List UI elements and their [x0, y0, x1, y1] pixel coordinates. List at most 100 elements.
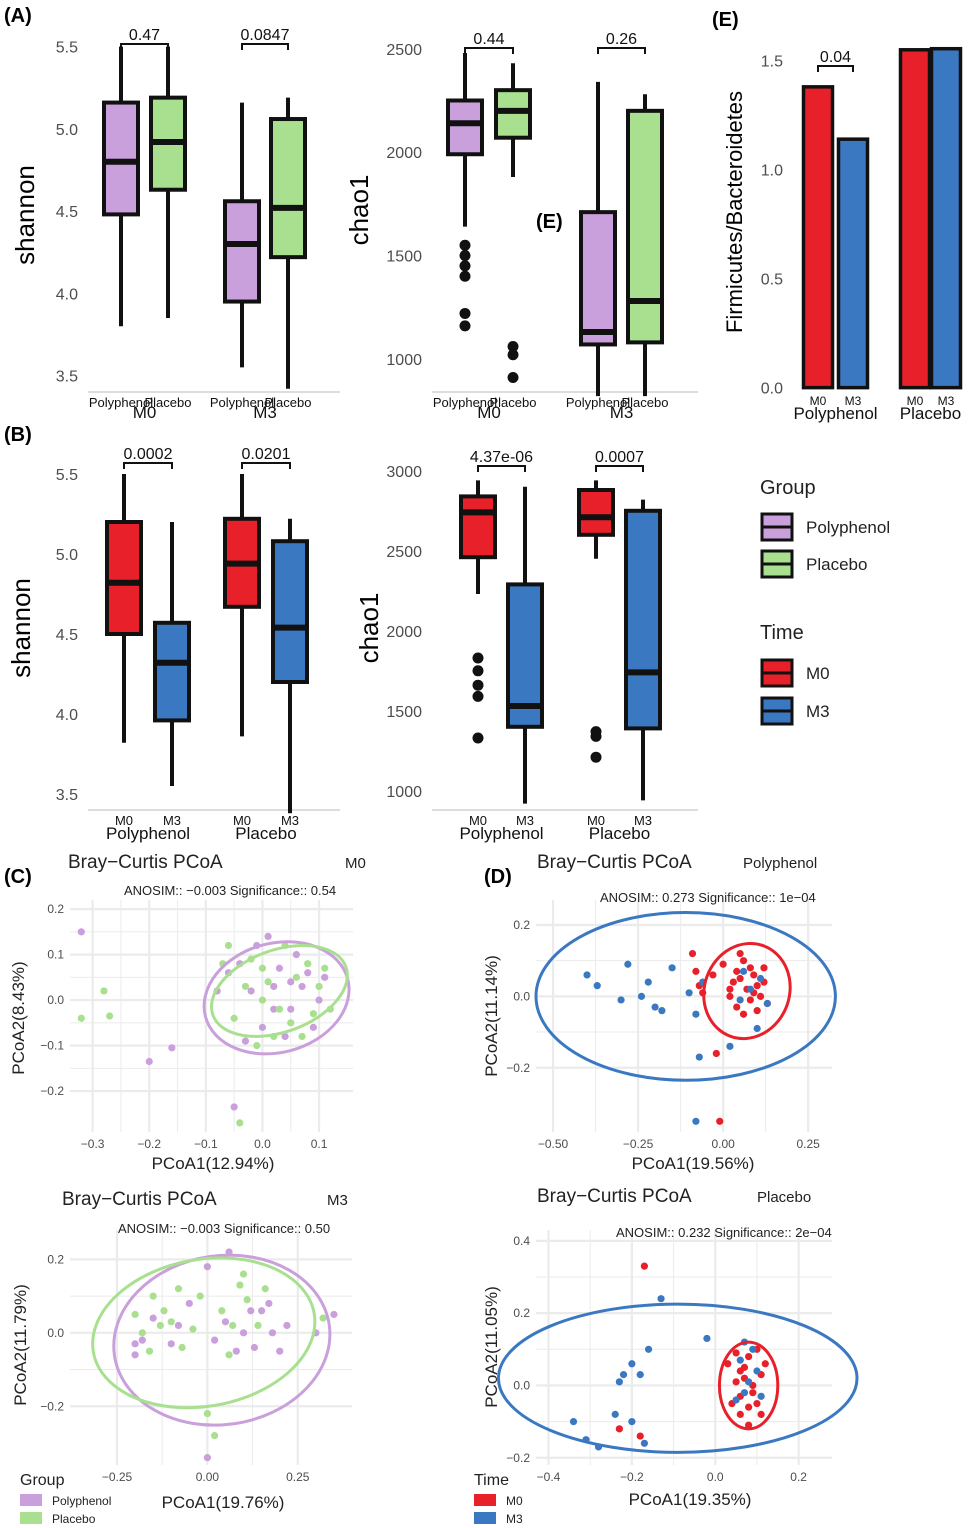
x-group-label: M0 — [477, 403, 501, 422]
data-point — [270, 1005, 278, 1013]
data-point — [745, 1378, 753, 1386]
x-category-label: M0 — [233, 813, 251, 828]
box-m3-placebo — [626, 94, 664, 397]
data-point — [733, 967, 741, 975]
data-point — [757, 1410, 765, 1418]
y-tick-label: 0.2 — [47, 902, 64, 916]
data-point — [138, 1336, 146, 1344]
data-point — [753, 1367, 761, 1375]
data-point — [211, 1432, 219, 1440]
outlier-point — [459, 307, 471, 319]
x-group-label: M3 — [610, 403, 634, 422]
data-point — [106, 1012, 114, 1020]
series-m3 — [583, 960, 771, 1125]
data-point — [736, 1410, 744, 1418]
chart-c-m3: −0.25 0.00 0.25 −0.2 0.0 0.2 Bray−Curtis PCoA M… — [11, 1189, 352, 1512]
box-body — [153, 620, 191, 723]
plot-subset: Placebo — [757, 1189, 811, 1206]
data-point — [692, 1010, 700, 1018]
data-point — [232, 1347, 240, 1355]
data-point — [732, 1349, 740, 1357]
data-point — [753, 982, 761, 990]
data-point — [668, 964, 676, 972]
data-point — [241, 1037, 250, 1045]
y-tick-label: 2000 — [386, 624, 422, 641]
series-placebo — [131, 1270, 327, 1440]
data-point — [145, 1057, 153, 1066]
p-value-label: 0.0201 — [242, 446, 291, 463]
data-point — [131, 1340, 139, 1348]
y-tick-label: 5.0 — [56, 547, 78, 564]
x-group-label: M0 — [133, 403, 157, 422]
y-tick-label: −0.2 — [40, 1399, 64, 1413]
data-point — [712, 1049, 720, 1058]
y-tick-label: 0.2 — [47, 1252, 64, 1266]
plot-title: Bray−Curtis PCoA — [537, 852, 692, 873]
outlier-point — [459, 270, 471, 282]
y-tick-label: 4.0 — [56, 707, 78, 724]
legend-polyphenol-label: Polyphenol — [806, 518, 890, 537]
x-category-label: Placebo — [265, 395, 312, 410]
data-point — [247, 987, 255, 995]
data-point — [757, 1392, 765, 1400]
box-body — [624, 508, 662, 731]
data-point — [688, 949, 697, 958]
data-point — [703, 1334, 711, 1343]
y-tick-label: 0.4 — [513, 1234, 530, 1248]
y-tick-label: 1.5 — [761, 54, 783, 71]
y-axis-label: chao1 — [354, 593, 384, 664]
data-point — [736, 996, 744, 1004]
data-point — [265, 1299, 273, 1308]
p-value-label: 0.44 — [473, 31, 504, 48]
data-point — [247, 1307, 255, 1315]
grid — [70, 900, 353, 1132]
y-tick-label: 1000 — [386, 352, 422, 369]
x-tick-label: 0.25 — [797, 1137, 821, 1151]
data-point — [309, 1023, 317, 1031]
p-value-label: 0.0007 — [595, 449, 644, 466]
x-group-label: Polyphenol — [793, 404, 877, 423]
data-point — [330, 1310, 338, 1319]
anosim-stat: ANOSIM:: 0.232 Significance:: 2e−04 — [616, 1225, 832, 1240]
x-tick-label: 0.00 — [711, 1137, 735, 1151]
outlier-point — [472, 690, 484, 702]
data-point — [692, 967, 700, 975]
box-polyphenol-m0 — [105, 474, 143, 743]
box-placebo-m3 — [271, 518, 309, 814]
data-point — [287, 978, 295, 986]
y-tick-label: 0.0 — [761, 381, 783, 398]
data-point — [644, 978, 652, 986]
data-point — [270, 982, 278, 991]
data-point — [241, 982, 250, 991]
y-tick-label: 4.0 — [56, 286, 78, 303]
data-point — [224, 941, 233, 950]
y-axis-label: PCoA2(8.43%) — [9, 961, 28, 1074]
box-body — [577, 488, 615, 537]
bar-placebo-m0 — [898, 48, 932, 390]
data-point — [636, 1371, 644, 1379]
x-category-label: Polyphenol — [89, 395, 153, 410]
x-tick-label: −0.25 — [623, 1137, 654, 1151]
data-point — [615, 1378, 623, 1386]
data-point — [692, 1117, 700, 1125]
bar-polyphenol-m0 — [801, 85, 835, 390]
y-axis-label: shannon — [6, 578, 36, 678]
data-point — [319, 1314, 327, 1322]
data-point — [651, 1003, 659, 1011]
y-tick-label: 0.2 — [513, 1306, 530, 1320]
data-point — [739, 967, 748, 975]
data-point — [617, 996, 625, 1004]
legend-m0-label: M0 — [806, 664, 830, 683]
data-point — [726, 992, 734, 1000]
data-point — [100, 987, 108, 995]
significance-bracket — [241, 43, 289, 50]
data-point — [636, 1432, 644, 1440]
data-point — [160, 1307, 168, 1315]
data-point — [276, 1347, 284, 1355]
x-category-label: Polyphenol — [566, 395, 630, 410]
data-point — [292, 950, 300, 959]
data-point — [298, 982, 306, 991]
bar-rect — [898, 48, 932, 390]
data-point — [298, 1032, 306, 1041]
